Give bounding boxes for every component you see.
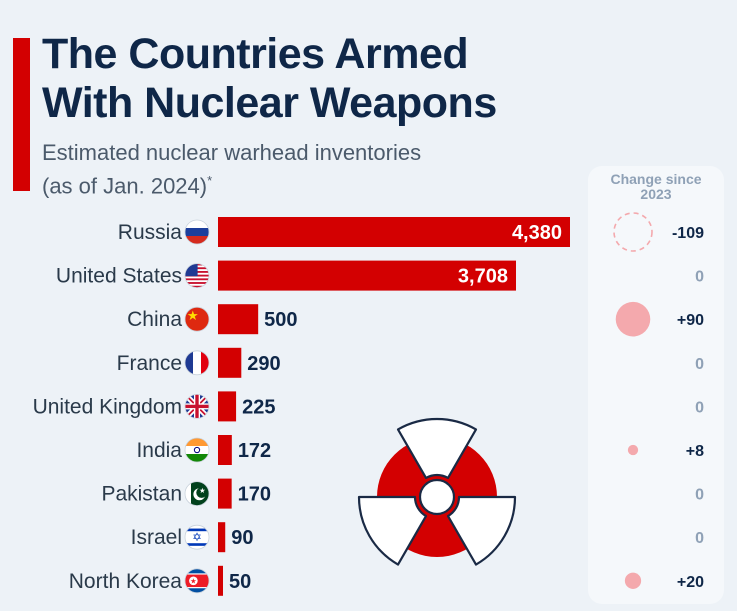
value-label: 500 xyxy=(264,309,297,331)
value-label: 172 xyxy=(238,440,271,462)
svg-text:★: ★ xyxy=(190,576,196,585)
chart-row: United States 3,708 0 xyxy=(56,260,704,291)
north-korea-flag-icon: ★ xyxy=(185,568,209,593)
change-label: 0 xyxy=(695,399,704,416)
svg-text:★: ★ xyxy=(199,486,205,495)
value-label: 50 xyxy=(229,571,251,593)
israel-flag-icon: ✡ xyxy=(185,525,209,550)
value-label: 4,380 xyxy=(512,222,562,244)
bar xyxy=(218,347,242,378)
value-label: 170 xyxy=(238,484,271,506)
change-header-line-2: 2023 xyxy=(640,186,672,202)
change-label: 0 xyxy=(695,530,704,547)
change-label: 0 xyxy=(695,487,704,504)
svg-text:✡: ✡ xyxy=(192,530,202,544)
svg-text:★: ★ xyxy=(187,309,199,324)
bar xyxy=(218,304,259,335)
accent-bar xyxy=(13,38,30,191)
subtitle-line-2: (as of Jan. 2024) xyxy=(42,173,208,199)
value-label: 225 xyxy=(242,396,275,418)
chart-row: Israel ✡ 90 0 xyxy=(131,522,704,553)
chart-row: Russia 4,380 -109 xyxy=(118,212,704,252)
change-label: -109 xyxy=(672,225,704,242)
change-header-line-1: Change since xyxy=(610,171,702,187)
change-bubble xyxy=(615,301,651,337)
change-bubble xyxy=(624,572,642,589)
chart-row: India 172 +8 xyxy=(136,435,704,465)
subtitle: Estimated nuclear warhead inventories (a… xyxy=(42,139,421,200)
uk-flag-icon xyxy=(185,394,209,419)
change-bubble xyxy=(613,212,653,252)
bar xyxy=(218,565,223,596)
bar xyxy=(218,260,516,291)
india-flag-icon xyxy=(185,438,209,462)
category-label: China xyxy=(127,308,182,331)
category-label: Israel xyxy=(131,526,182,549)
radiation-symbol-icon xyxy=(357,417,517,566)
usa-flag-icon xyxy=(185,263,209,288)
title-line-1: The Countries Armed xyxy=(42,30,469,78)
change-label: +20 xyxy=(677,574,704,591)
category-label: United Kingdom xyxy=(33,395,182,418)
change-header: Change since 2023 xyxy=(588,172,724,202)
china-flag-icon: ★ xyxy=(185,307,209,332)
bar xyxy=(218,217,570,247)
subtitle-line-1: Estimated nuclear warhead inventories xyxy=(42,140,422,165)
category-label: United States xyxy=(56,265,182,288)
russia-flag-icon xyxy=(185,220,209,244)
chart-row: Pakistan ★ 170 0 xyxy=(101,478,704,509)
value-label: 290 xyxy=(247,353,280,375)
chart-row: France 290 0 xyxy=(117,347,704,378)
category-label: Pakistan xyxy=(101,483,182,506)
bar xyxy=(218,435,232,465)
pakistan-flag-icon: ★ xyxy=(185,481,209,506)
title-line-2: With Nuclear Weapons xyxy=(42,79,497,127)
value-label: 90 xyxy=(231,527,253,549)
change-label: 0 xyxy=(695,356,704,373)
change-label: +8 xyxy=(686,443,704,460)
category-label: India xyxy=(136,439,182,462)
footnote-mark: * xyxy=(207,173,213,188)
change-label: 0 xyxy=(695,269,704,286)
value-label: 3,708 xyxy=(458,266,508,288)
change-bubble xyxy=(627,444,639,456)
bar xyxy=(218,522,226,553)
change-label: +90 xyxy=(677,312,704,329)
france-flag-icon xyxy=(185,350,209,375)
chart-row: United Kingdom 225 0 xyxy=(33,391,704,422)
bar xyxy=(218,478,232,509)
category-label: North Korea xyxy=(69,570,183,593)
bar xyxy=(218,391,237,422)
chart-row: North Korea ★ 50 +20 xyxy=(69,565,704,596)
change-panel xyxy=(588,166,724,604)
chart-row: China ★ 500 +90 xyxy=(127,301,704,337)
category-label: France xyxy=(117,352,182,375)
page-title: The Countries Armed With Nuclear Weapons xyxy=(42,30,497,128)
category-label: Russia xyxy=(118,221,183,244)
